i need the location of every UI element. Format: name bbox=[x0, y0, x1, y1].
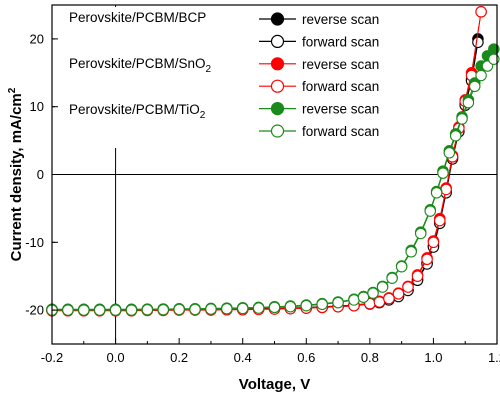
data-point bbox=[395, 260, 408, 273]
y-tick-label: 10 bbox=[30, 99, 44, 114]
data-point bbox=[424, 205, 436, 217]
legend-group-label-sub: 2 bbox=[200, 110, 206, 121]
x-tick-label: -0.2 bbox=[41, 350, 63, 365]
data-point bbox=[221, 302, 233, 315]
legend-group-label: Perovskite/PCBM/TiO2 bbox=[69, 102, 206, 121]
x-tick-label: 1.0 bbox=[424, 350, 442, 365]
y-axis-ticks: -20 -10 0 10 20 bbox=[25, 31, 58, 318]
data-point bbox=[411, 270, 424, 282]
data-point bbox=[421, 253, 433, 266]
legend-marker bbox=[270, 124, 285, 138]
data-point bbox=[373, 296, 386, 308]
y-tick-label: 20 bbox=[30, 31, 44, 46]
data-point bbox=[173, 303, 185, 316]
data-point bbox=[125, 304, 138, 316]
data-point bbox=[300, 299, 313, 312]
series-layer bbox=[46, 6, 500, 317]
data-point bbox=[268, 301, 281, 314]
legend-group-label-main: Perovskite/PCBM/BCP bbox=[69, 10, 206, 25]
data-point bbox=[62, 304, 74, 316]
legend-marker bbox=[270, 12, 285, 26]
data-point bbox=[392, 288, 405, 300]
legend-marker bbox=[270, 101, 285, 116]
data-point bbox=[440, 183, 452, 196]
data-point bbox=[430, 187, 443, 199]
x-axis-ticks: -0.2 0.0 0.2 0.4 0.6 0.8 1.0 1.2 bbox=[41, 338, 500, 365]
data-point bbox=[252, 302, 265, 314]
data-point bbox=[348, 294, 360, 306]
legend-group-label-main: Perovskite/PCBM/SnO bbox=[69, 56, 206, 71]
legend-group-label-sub: 2 bbox=[206, 64, 212, 75]
data-point bbox=[367, 287, 379, 299]
legend-group-label-main: Perovskite/PCBM/TiO bbox=[69, 102, 200, 117]
data-point bbox=[205, 303, 217, 315]
data-point bbox=[141, 304, 154, 316]
data-point bbox=[462, 96, 475, 109]
legend-marker bbox=[270, 57, 285, 71]
x-tick-label: 0.0 bbox=[107, 350, 125, 365]
x-tick-label: 0.8 bbox=[361, 350, 379, 365]
data-point bbox=[468, 80, 481, 93]
data-point bbox=[472, 36, 484, 49]
data-point bbox=[236, 302, 249, 315]
legend-marker bbox=[270, 34, 285, 49]
data-point bbox=[157, 304, 170, 316]
legend-group-label: Perovskite/PCBM/BCP bbox=[69, 10, 206, 25]
data-point bbox=[449, 130, 462, 142]
x-tick-label: 0.2 bbox=[170, 350, 188, 365]
legend-series-label: reverse scan bbox=[302, 102, 379, 117]
y-tick-label: -20 bbox=[25, 303, 44, 318]
x-axis-label-text: Voltage, V bbox=[239, 376, 310, 393]
data-point bbox=[386, 272, 398, 284]
data-point bbox=[93, 304, 106, 316]
data-point bbox=[78, 304, 90, 316]
y-axis-label-superscript: 2 bbox=[7, 87, 18, 93]
legend-series-label: reverse scan bbox=[302, 57, 379, 72]
y-axis-label: Current density, mA/cm2 bbox=[7, 87, 25, 261]
data-point bbox=[405, 246, 417, 258]
y-tick-label: -10 bbox=[25, 235, 44, 250]
legend-series-label: forward scan bbox=[302, 79, 379, 94]
data-point bbox=[383, 292, 395, 305]
legend-box bbox=[63, 7, 408, 148]
x-tick-label: 1.2 bbox=[488, 350, 500, 365]
data-point bbox=[456, 113, 468, 125]
data-point bbox=[376, 281, 389, 293]
data-point bbox=[402, 281, 414, 293]
data-point bbox=[475, 6, 487, 18]
data-point bbox=[357, 291, 370, 303]
legend-group-label: Perovskite/PCBM/SnO2 bbox=[69, 56, 212, 75]
legend: Perovskite/PCBM/BCPPerovskite/PCBM/SnO2P… bbox=[63, 7, 408, 148]
data-point bbox=[475, 69, 487, 82]
series-group bbox=[46, 53, 500, 316]
y-tick-label: 0 bbox=[37, 167, 44, 182]
legend-series-label: forward scan bbox=[302, 124, 379, 139]
data-point bbox=[443, 147, 456, 159]
data-point bbox=[284, 300, 297, 313]
legend-series-label: forward scan bbox=[302, 34, 379, 49]
x-tick-label: 0.6 bbox=[297, 350, 315, 365]
x-axis-label: Voltage, V bbox=[239, 376, 310, 393]
legend-marker bbox=[270, 79, 285, 93]
data-point bbox=[434, 214, 446, 227]
data-point bbox=[316, 298, 328, 311]
legend-series-label: reverse scan bbox=[302, 12, 379, 27]
data-point bbox=[332, 296, 344, 309]
data-point bbox=[437, 167, 449, 179]
x-tick-label: 0.4 bbox=[234, 350, 252, 365]
data-point bbox=[109, 304, 122, 316]
y-axis-label-text: Current density, mA/cm bbox=[8, 93, 25, 261]
data-point bbox=[427, 236, 440, 249]
data-point bbox=[189, 303, 201, 316]
data-point bbox=[414, 227, 427, 240]
